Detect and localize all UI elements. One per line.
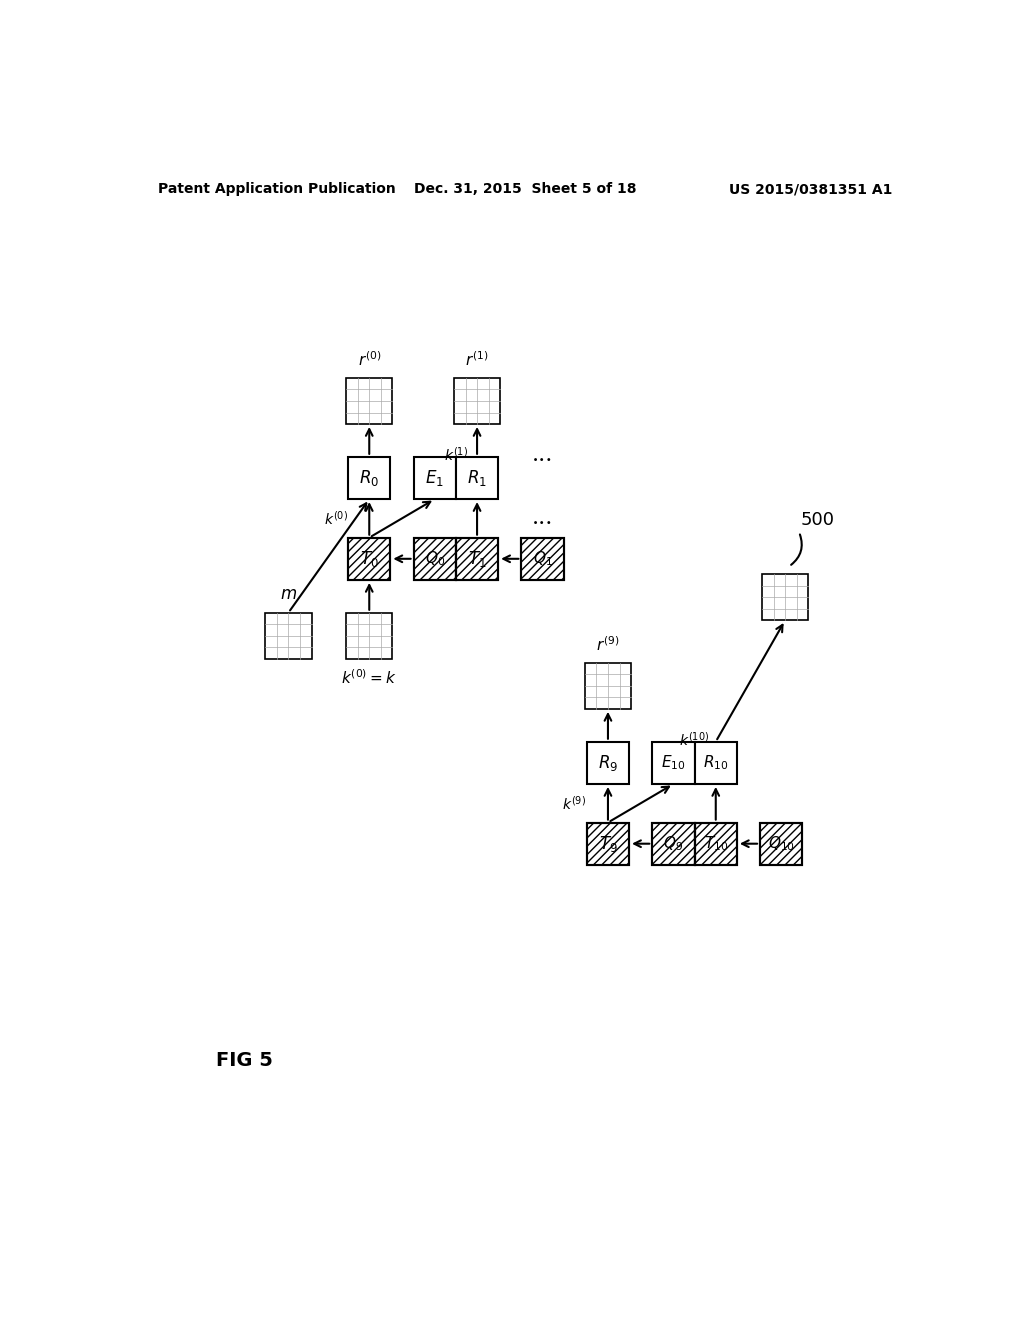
Text: $Q_1$: $Q_1$ — [532, 549, 552, 568]
Bar — [694, 822, 737, 865]
Text: $r^{(0)}$: $r^{(0)}$ — [357, 350, 381, 368]
Text: $r^{(9)}$: $r^{(9)}$ — [596, 635, 620, 653]
Bar — [414, 457, 456, 499]
Bar — [348, 457, 390, 499]
Text: $E_1$: $E_1$ — [425, 469, 444, 488]
Text: $T_9$: $T_9$ — [599, 834, 617, 854]
Bar — [694, 742, 737, 784]
Bar — [456, 537, 499, 579]
Text: 500: 500 — [801, 511, 835, 529]
Text: $r^{(1)}$: $r^{(1)}$ — [465, 350, 488, 368]
Bar — [348, 537, 390, 579]
Text: ...: ... — [531, 444, 553, 466]
Bar — [456, 537, 499, 579]
Text: $E_{10}$: $E_{10}$ — [662, 754, 686, 772]
Bar — [760, 822, 803, 865]
Text: $R_9$: $R_9$ — [598, 752, 618, 772]
Bar — [652, 822, 694, 865]
Bar — [694, 822, 737, 865]
Bar — [760, 822, 803, 865]
Text: $R_0$: $R_0$ — [359, 469, 379, 488]
Text: US 2015/0381351 A1: US 2015/0381351 A1 — [729, 182, 893, 197]
Bar — [652, 742, 694, 784]
Bar — [521, 537, 563, 579]
Bar — [414, 537, 456, 579]
Bar — [521, 537, 563, 579]
Bar — [762, 574, 808, 620]
Bar — [652, 822, 694, 865]
Bar — [587, 822, 629, 865]
Text: $k^{(10)}$: $k^{(10)}$ — [680, 731, 710, 748]
Text: $k^{(0)}= k$: $k^{(0)}= k$ — [341, 668, 397, 686]
Bar — [585, 663, 631, 709]
Text: $Q_0$: $Q_0$ — [425, 549, 444, 568]
Bar — [346, 612, 392, 659]
Text: ...: ... — [531, 507, 553, 529]
Bar — [694, 822, 737, 865]
Text: $Q_{10}$: $Q_{10}$ — [768, 834, 795, 853]
Text: $Q_9$: $Q_9$ — [664, 834, 683, 853]
Text: FIG 5: FIG 5 — [216, 1051, 273, 1071]
Bar — [652, 822, 694, 865]
Bar — [456, 537, 499, 579]
Bar — [587, 742, 629, 784]
Bar — [346, 378, 392, 424]
Text: $T_{10}$: $T_{10}$ — [703, 834, 728, 853]
Bar — [348, 537, 390, 579]
Text: Dec. 31, 2015  Sheet 5 of 18: Dec. 31, 2015 Sheet 5 of 18 — [414, 182, 636, 197]
Text: Patent Application Publication: Patent Application Publication — [158, 182, 395, 197]
Text: $T_1$: $T_1$ — [468, 549, 486, 569]
Bar — [348, 537, 390, 579]
Bar — [587, 822, 629, 865]
Bar — [265, 612, 311, 659]
Bar — [454, 378, 500, 424]
Text: $k^{(9)}$: $k^{(9)}$ — [562, 795, 587, 812]
Bar — [760, 822, 803, 865]
Text: $R_{10}$: $R_{10}$ — [703, 754, 728, 772]
Text: $k^{(0)}$: $k^{(0)}$ — [324, 510, 348, 527]
Text: $k^{(1)}$: $k^{(1)}$ — [443, 446, 468, 465]
Bar — [414, 537, 456, 579]
Bar — [456, 457, 499, 499]
Text: $T_0$: $T_0$ — [359, 549, 379, 569]
Bar — [414, 537, 456, 579]
Bar — [587, 822, 629, 865]
Bar — [521, 537, 563, 579]
Text: $m$: $m$ — [280, 586, 297, 603]
Text: $R_1$: $R_1$ — [467, 469, 487, 488]
